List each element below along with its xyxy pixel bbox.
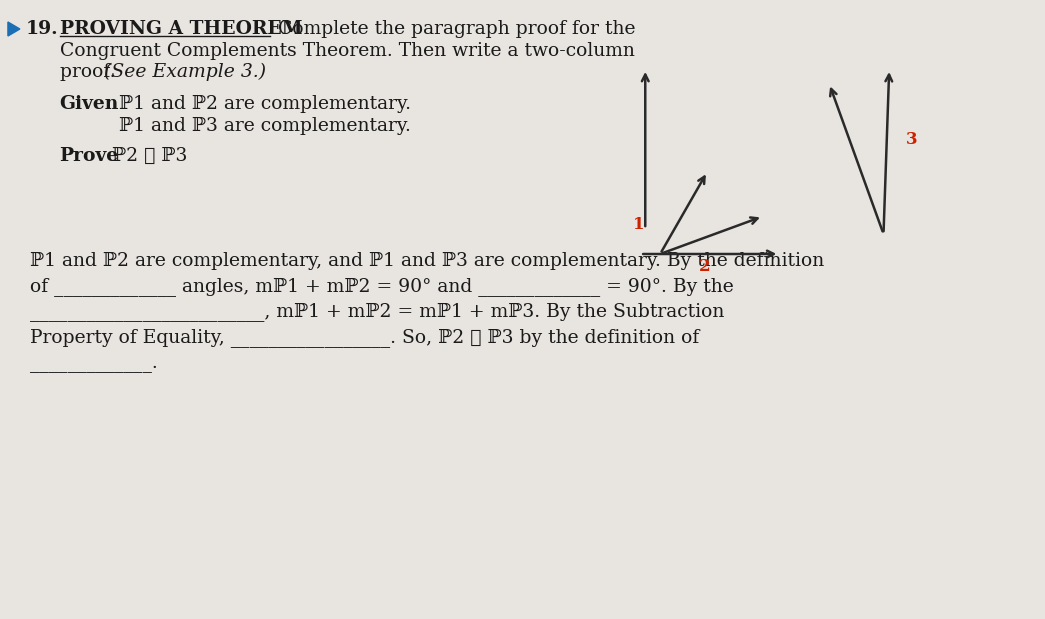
Text: 1: 1 (632, 215, 644, 233)
Polygon shape (8, 22, 20, 36)
Text: 19.: 19. (26, 20, 59, 38)
Text: ℙ1 and ℙ2 are complementary, and ℙ1 and ℙ3 are complementary. By the definition: ℙ1 and ℙ2 are complementary, and ℙ1 and … (29, 252, 825, 270)
Text: 2: 2 (699, 258, 711, 274)
Text: ℙ2 ≅ ℙ3: ℙ2 ≅ ℙ3 (112, 147, 187, 165)
Text: PROVING A THEOREM: PROVING A THEOREM (60, 20, 302, 38)
Text: (See Example 3.): (See Example 3.) (104, 63, 266, 81)
Text: _________________________, mℙ1 + mℙ2 = mℙ1 + mℙ3. By the Subtraction: _________________________, mℙ1 + mℙ2 = m… (29, 303, 724, 321)
Text: Congruent Complements Theorem. Then write a two-column: Congruent Complements Theorem. Then writ… (60, 42, 634, 60)
Text: _____________.: _____________. (29, 355, 158, 373)
Text: Property of Equality, _________________. So, ℙ2 ≅ ℙ3 by the definition of: Property of Equality, _________________.… (29, 329, 699, 347)
Text: Complete the paragraph proof for the: Complete the paragraph proof for the (272, 20, 635, 38)
Text: of _____________ angles, mℙ1 + mℙ2 = 90° and _____________ = 90°. By the: of _____________ angles, mℙ1 + mℙ2 = 90°… (29, 277, 734, 297)
Text: ℙ1 and ℙ3 are complementary.: ℙ1 and ℙ3 are complementary. (119, 117, 411, 135)
Text: Given: Given (60, 95, 119, 113)
Text: Prove: Prove (60, 147, 119, 165)
Text: 3: 3 (905, 131, 918, 147)
Text: ℙ1 and ℙ2 are complementary.: ℙ1 and ℙ2 are complementary. (119, 95, 411, 113)
Text: proof.: proof. (60, 63, 127, 81)
